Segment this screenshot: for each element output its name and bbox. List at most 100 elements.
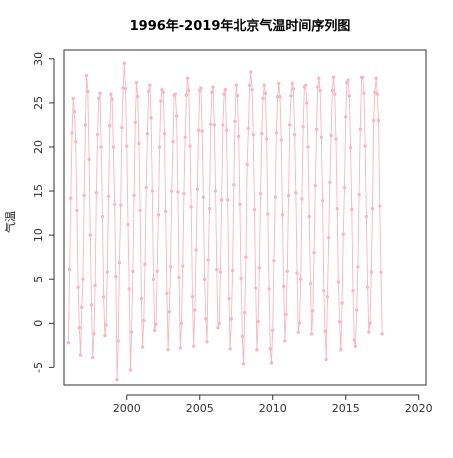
data-point	[184, 93, 189, 97]
x-tick-label: 2020	[405, 402, 433, 415]
data-point	[211, 85, 215, 89]
data-point	[179, 321, 184, 325]
data-point	[289, 94, 293, 98]
data-point	[325, 295, 330, 299]
data-point	[111, 145, 116, 149]
data-point	[271, 328, 275, 333]
data-point	[114, 274, 118, 279]
data-point	[108, 124, 112, 128]
data-point	[361, 75, 365, 80]
data-point	[288, 123, 292, 127]
data-point	[210, 90, 214, 95]
data-point	[380, 332, 384, 336]
data-point	[67, 267, 72, 272]
data-point	[323, 329, 327, 333]
data-point	[143, 262, 147, 266]
y-tick-label: 0	[32, 320, 45, 327]
data-point	[153, 328, 157, 333]
data-point	[233, 119, 237, 124]
data-point	[120, 125, 124, 130]
data-point	[215, 267, 219, 272]
data-point	[303, 83, 308, 87]
data-point	[313, 184, 317, 188]
data-point	[217, 321, 221, 325]
data-point	[264, 137, 269, 141]
data-point	[222, 92, 226, 96]
data-point	[340, 301, 344, 305]
data-point	[81, 277, 85, 281]
data-point	[200, 129, 204, 133]
data-point	[261, 96, 265, 101]
data-point	[245, 162, 249, 167]
data-point	[213, 189, 218, 193]
data-point	[376, 118, 381, 123]
data-point	[307, 214, 311, 219]
data-point	[191, 344, 196, 348]
data-point	[88, 233, 92, 237]
data-point	[82, 193, 86, 198]
data-point	[232, 183, 236, 187]
data-point	[71, 96, 75, 101]
data-point	[160, 87, 164, 92]
data-point	[223, 87, 227, 92]
data-point	[188, 144, 192, 148]
y-tick-label: 25	[32, 96, 45, 110]
data-point	[99, 145, 103, 149]
data-point	[91, 355, 95, 360]
data-point	[142, 318, 146, 323]
axes: 2000 2005 2010 2015 2020 -5 0 5 10 15 20 25 30	[32, 52, 433, 415]
data-point	[367, 330, 371, 334]
data-point	[183, 135, 187, 139]
data-point	[95, 132, 100, 137]
data-point	[275, 95, 280, 99]
data-point	[324, 357, 328, 362]
data-point	[194, 248, 198, 252]
data-point	[230, 268, 235, 273]
data-point	[306, 145, 310, 149]
series-line	[67, 63, 383, 380]
y-tick-label: 20	[32, 140, 45, 154]
data-point	[106, 194, 111, 199]
data-point	[285, 269, 290, 273]
data-point	[137, 141, 141, 146]
data-point	[140, 345, 145, 349]
data-point	[258, 192, 263, 196]
data-point	[379, 270, 383, 274]
data-point	[98, 91, 102, 95]
data-point	[311, 309, 315, 313]
data-point	[345, 80, 349, 85]
data-point	[112, 202, 117, 206]
data-point	[281, 284, 286, 288]
plot-frame	[63, 49, 427, 386]
data-point	[356, 265, 360, 269]
data-point	[291, 87, 296, 91]
data-point	[216, 326, 220, 330]
data-point	[280, 213, 285, 217]
data-point	[252, 207, 257, 212]
data-point	[80, 305, 84, 310]
data-point	[151, 277, 156, 281]
data-point	[83, 123, 88, 127]
data-point	[94, 191, 99, 195]
data-point	[195, 187, 200, 191]
y-axis-label: 气温	[3, 211, 17, 233]
data-point	[292, 132, 297, 137]
data-point	[202, 277, 207, 281]
y-tick-label: 5	[32, 276, 45, 283]
data-point	[129, 330, 134, 334]
data-point	[255, 348, 259, 352]
data-point	[92, 332, 96, 336]
data-point	[262, 83, 266, 87]
data-point	[128, 368, 133, 372]
data-point	[185, 76, 190, 80]
data-point	[228, 347, 232, 351]
data-point	[89, 303, 94, 307]
data-point	[227, 296, 231, 301]
data-point	[241, 362, 246, 366]
data-point	[274, 131, 279, 135]
data-point	[353, 344, 358, 348]
data-point	[156, 213, 161, 217]
data-point	[358, 127, 362, 132]
data-point	[168, 265, 173, 269]
data-point	[201, 195, 206, 199]
